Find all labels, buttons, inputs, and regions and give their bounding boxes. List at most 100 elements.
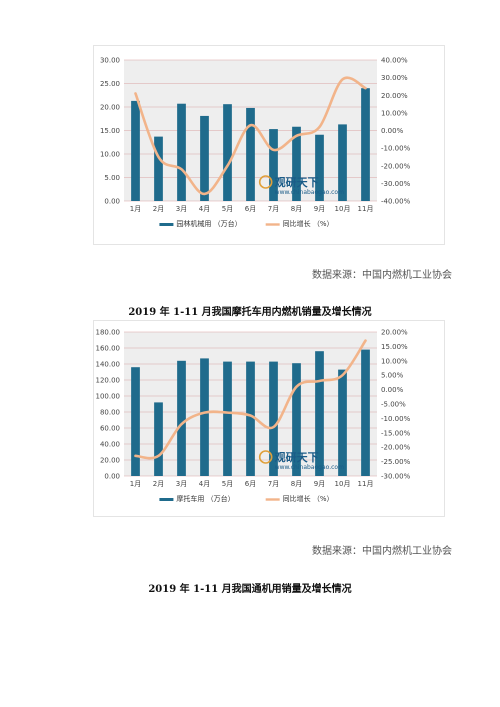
y-right-tick-label: -10.00%	[381, 145, 411, 153]
x-tick-label: 11月	[358, 480, 374, 488]
x-tick-label: 4月	[199, 480, 210, 488]
legend-bar-swatch	[159, 223, 174, 226]
bar-10	[338, 124, 347, 201]
y-right-tick-label: -20.00%	[381, 162, 411, 170]
x-tick-label: 10月	[335, 480, 351, 488]
bar-4	[200, 358, 209, 476]
y-right-tick-label: -40.00%	[381, 198, 411, 206]
y-right-tick-label: -15.00%	[381, 429, 411, 437]
x-tick-label: 5月	[222, 205, 233, 213]
source-note-2: 数据来源：中国内燃机工业协会	[312, 546, 452, 557]
bar-6	[246, 361, 255, 476]
y-left-tick-label: 0.00	[104, 473, 120, 481]
legend-bar-label: 园林机械用 （万台）	[176, 219, 241, 228]
y-left-tick-label: 15.00	[100, 127, 120, 135]
bar-11	[361, 88, 370, 201]
y-left-tick-label: 140.00	[96, 361, 121, 369]
x-tick-label: 6月	[245, 480, 256, 488]
x-tick-label: 3月	[176, 205, 187, 213]
y-right-tick-label: -5.00%	[381, 401, 406, 409]
y-left-tick-label: 30.00	[100, 57, 120, 65]
x-tick-label: 8月	[291, 480, 302, 488]
watermark-site: www.chinabaogao.com	[275, 189, 344, 196]
y-right-tick-label: -30.00%	[381, 180, 411, 188]
x-tick-label: 1月	[130, 205, 141, 213]
bar-2	[154, 136, 163, 201]
growth-point-3	[180, 168, 183, 171]
bar-10	[338, 369, 347, 476]
y-left-tick-label: 60.00	[100, 425, 120, 433]
y-right-tick-label: -30.00%	[381, 473, 411, 481]
bar-9	[315, 134, 324, 201]
growth-point-6	[249, 414, 252, 417]
bar-2	[154, 402, 163, 476]
y-right-tick-label: 5.00%	[381, 372, 404, 380]
x-tick-label: 11月	[358, 205, 374, 213]
y-right-tick-label: -20.00%	[381, 444, 411, 452]
bar-3	[177, 360, 186, 476]
x-tick-label: 7月	[268, 480, 279, 488]
growth-point-11	[364, 339, 367, 342]
y-left-tick-label: 100.00	[96, 393, 121, 401]
y-right-tick-label: 15.00%	[381, 343, 408, 351]
x-tick-label: 6月	[245, 205, 256, 213]
y-right-tick-label: 10.00%	[381, 109, 408, 117]
bar-8	[292, 363, 301, 476]
growth-point-9	[318, 380, 321, 382]
chart-2-caption: 2019 年 1-11 月我国摩托车用内燃机销量及增长情况	[128, 307, 372, 318]
growth-point-5	[226, 164, 229, 167]
chart-1: 0.00 5.00 10.00 15.00 20.00 25.00 30.00 -40.00%…	[93, 45, 445, 245]
growth-point-9	[318, 126, 321, 128]
bar-4	[200, 115, 209, 201]
legend-line-label: 同比增长 （%）	[283, 219, 334, 228]
growth-point-6	[249, 124, 252, 127]
chart-1-svg: 0.00 5.00 10.00 15.00 20.00 25.00 30.00 -40.00%…	[100, 57, 411, 229]
y-left-tick-label: 10.00	[100, 151, 120, 159]
x-tick-label: 2月	[153, 205, 164, 213]
y-right-tick-label: 20.00%	[381, 329, 408, 337]
growth-point-4	[203, 193, 206, 195]
x-tick-label: 7月	[268, 205, 279, 213]
bar-1	[131, 367, 140, 476]
growth-point-10	[341, 374, 344, 376]
legend-bar-swatch	[159, 498, 174, 501]
growth-point-1	[134, 92, 137, 95]
chart-2: 0.00 20.00 40.00 60.00 80.00 100.00 120.00 140.…	[93, 320, 445, 517]
growth-point-2	[157, 455, 160, 457]
growth-point-1	[134, 455, 137, 457]
watermark-brand: 观研天下	[275, 451, 319, 464]
y-right-tick-label: 0.00%	[381, 386, 404, 394]
y-left-tick-label: 20.00	[100, 104, 120, 112]
y-right-tick-label: 30.00%	[381, 74, 408, 82]
bar-1	[131, 100, 140, 201]
watermark-logo-icon	[258, 175, 273, 189]
y-right-tick-label: 10.00%	[381, 357, 408, 365]
y-right-tick-label: -25.00%	[381, 458, 411, 466]
bar-5	[223, 104, 232, 201]
y-left-tick-label: 5.00	[104, 174, 120, 182]
watermark-brand: 观研天下	[275, 176, 319, 189]
y-right-tick-label: 40.00%	[381, 57, 408, 65]
y-right-tick-label: 0.00%	[381, 127, 404, 135]
growth-point-7	[272, 426, 275, 428]
x-tick-label: 10月	[335, 205, 351, 213]
y-right-tick-label: -10.00%	[381, 415, 411, 423]
growth-point-8	[295, 385, 298, 388]
chart-2-svg: 0.00 20.00 40.00 60.00 80.00 100.00 120.00 140.…	[96, 329, 411, 504]
watermark-logo-icon	[258, 450, 273, 464]
bar-7	[269, 361, 278, 476]
bar-6	[246, 107, 255, 201]
bar-5	[223, 361, 232, 476]
watermark-site: www.chinabaogao.com	[275, 464, 344, 471]
x-tick-label: 4月	[199, 205, 210, 213]
bar-3	[177, 103, 186, 201]
y-left-tick-label: 20.00	[100, 457, 120, 465]
y-left-tick-label: 80.00	[100, 409, 120, 417]
legend-bar-label: 摩托车用 （万台）	[176, 494, 234, 503]
bar-7	[269, 129, 278, 201]
x-tick-label: 8月	[291, 205, 302, 213]
bar-9	[315, 351, 324, 476]
x-tick-label: 2月	[153, 480, 164, 488]
growth-point-7	[272, 149, 275, 151]
x-tick-label: 9月	[314, 205, 325, 213]
